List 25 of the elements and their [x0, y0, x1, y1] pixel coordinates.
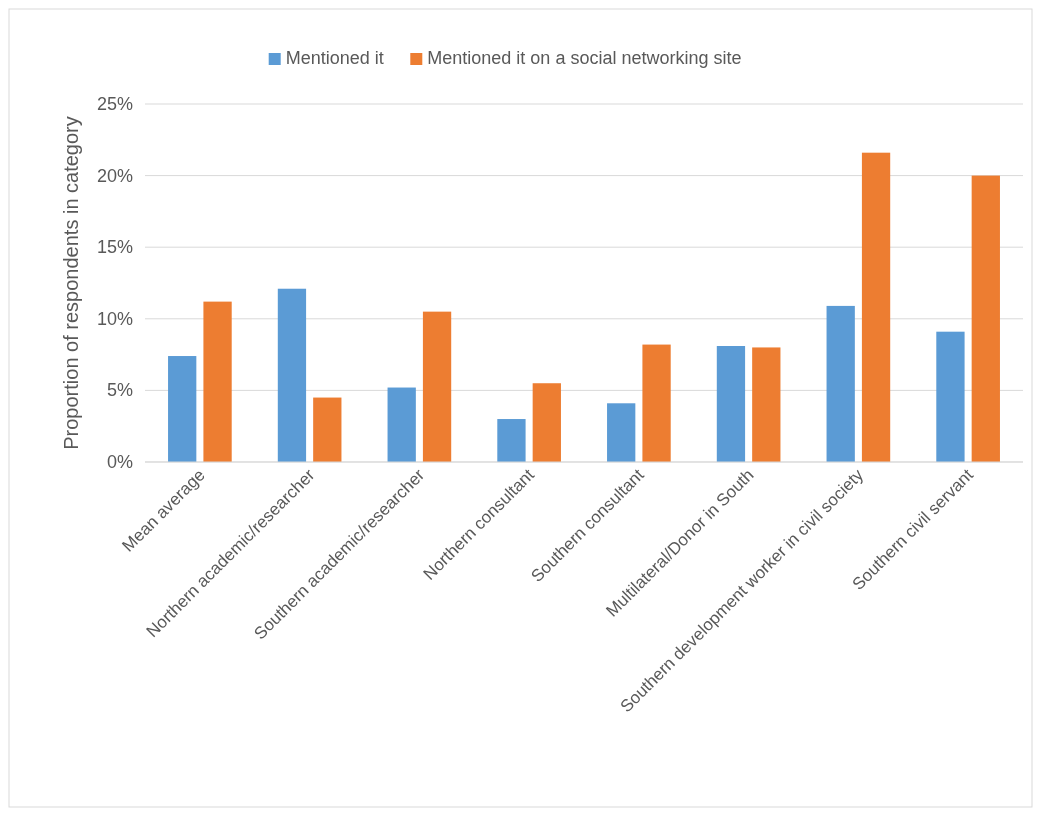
- bar: [752, 347, 781, 462]
- bar: [422, 311, 452, 462]
- bar: [716, 346, 746, 462]
- bar: [532, 383, 561, 462]
- y-tick-label: 15%: [96, 237, 133, 258]
- y-tick-label: 10%: [96, 308, 133, 329]
- y-tick-label: 25%: [96, 94, 133, 114]
- bar: [936, 331, 965, 462]
- y-tick-label: 0%: [106, 452, 133, 472]
- bar: [971, 175, 1000, 462]
- bar: [203, 301, 232, 462]
- bar: [168, 356, 197, 462]
- bar: [277, 288, 307, 462]
- y-tick-label: 20%: [96, 165, 133, 186]
- bar: [607, 403, 636, 462]
- legend-label: Mentioned it: [285, 48, 384, 68]
- bar: [642, 344, 671, 462]
- bar: [861, 152, 891, 462]
- legend-label: Mentioned it on a social networking site: [427, 48, 742, 68]
- bar: [313, 397, 342, 462]
- y-axis-title: Proportion of respondents in category: [60, 116, 82, 450]
- bar: [387, 387, 416, 462]
- y-tick-label: 5%: [106, 380, 133, 401]
- bar: [497, 419, 526, 462]
- bar: [826, 305, 855, 462]
